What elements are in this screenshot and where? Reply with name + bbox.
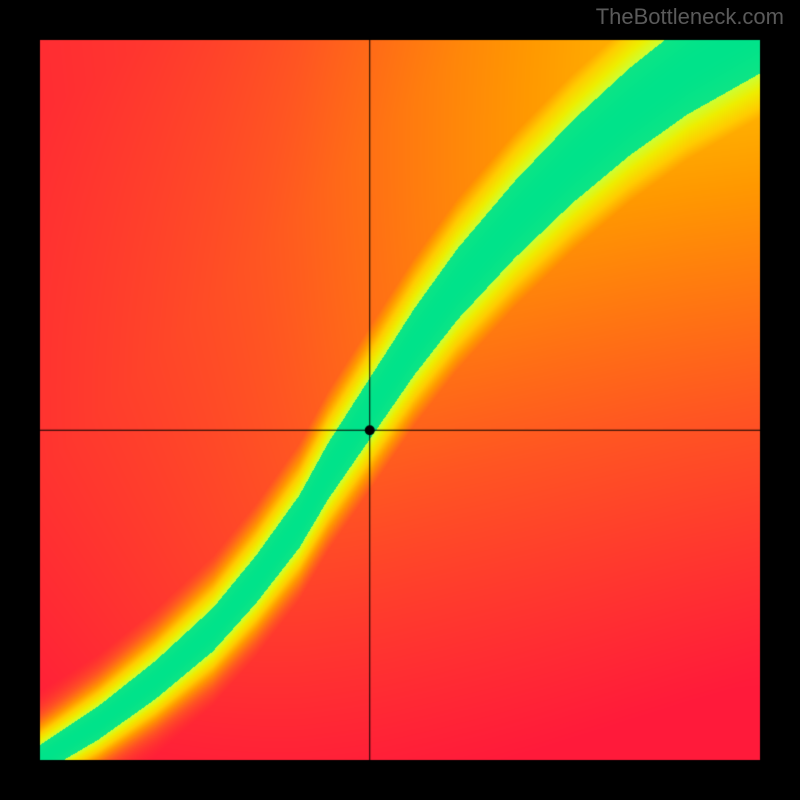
chart-container: TheBottleneck.com bbox=[0, 0, 800, 800]
bottleneck-heatmap bbox=[0, 0, 800, 800]
watermark-text: TheBottleneck.com bbox=[596, 4, 784, 30]
